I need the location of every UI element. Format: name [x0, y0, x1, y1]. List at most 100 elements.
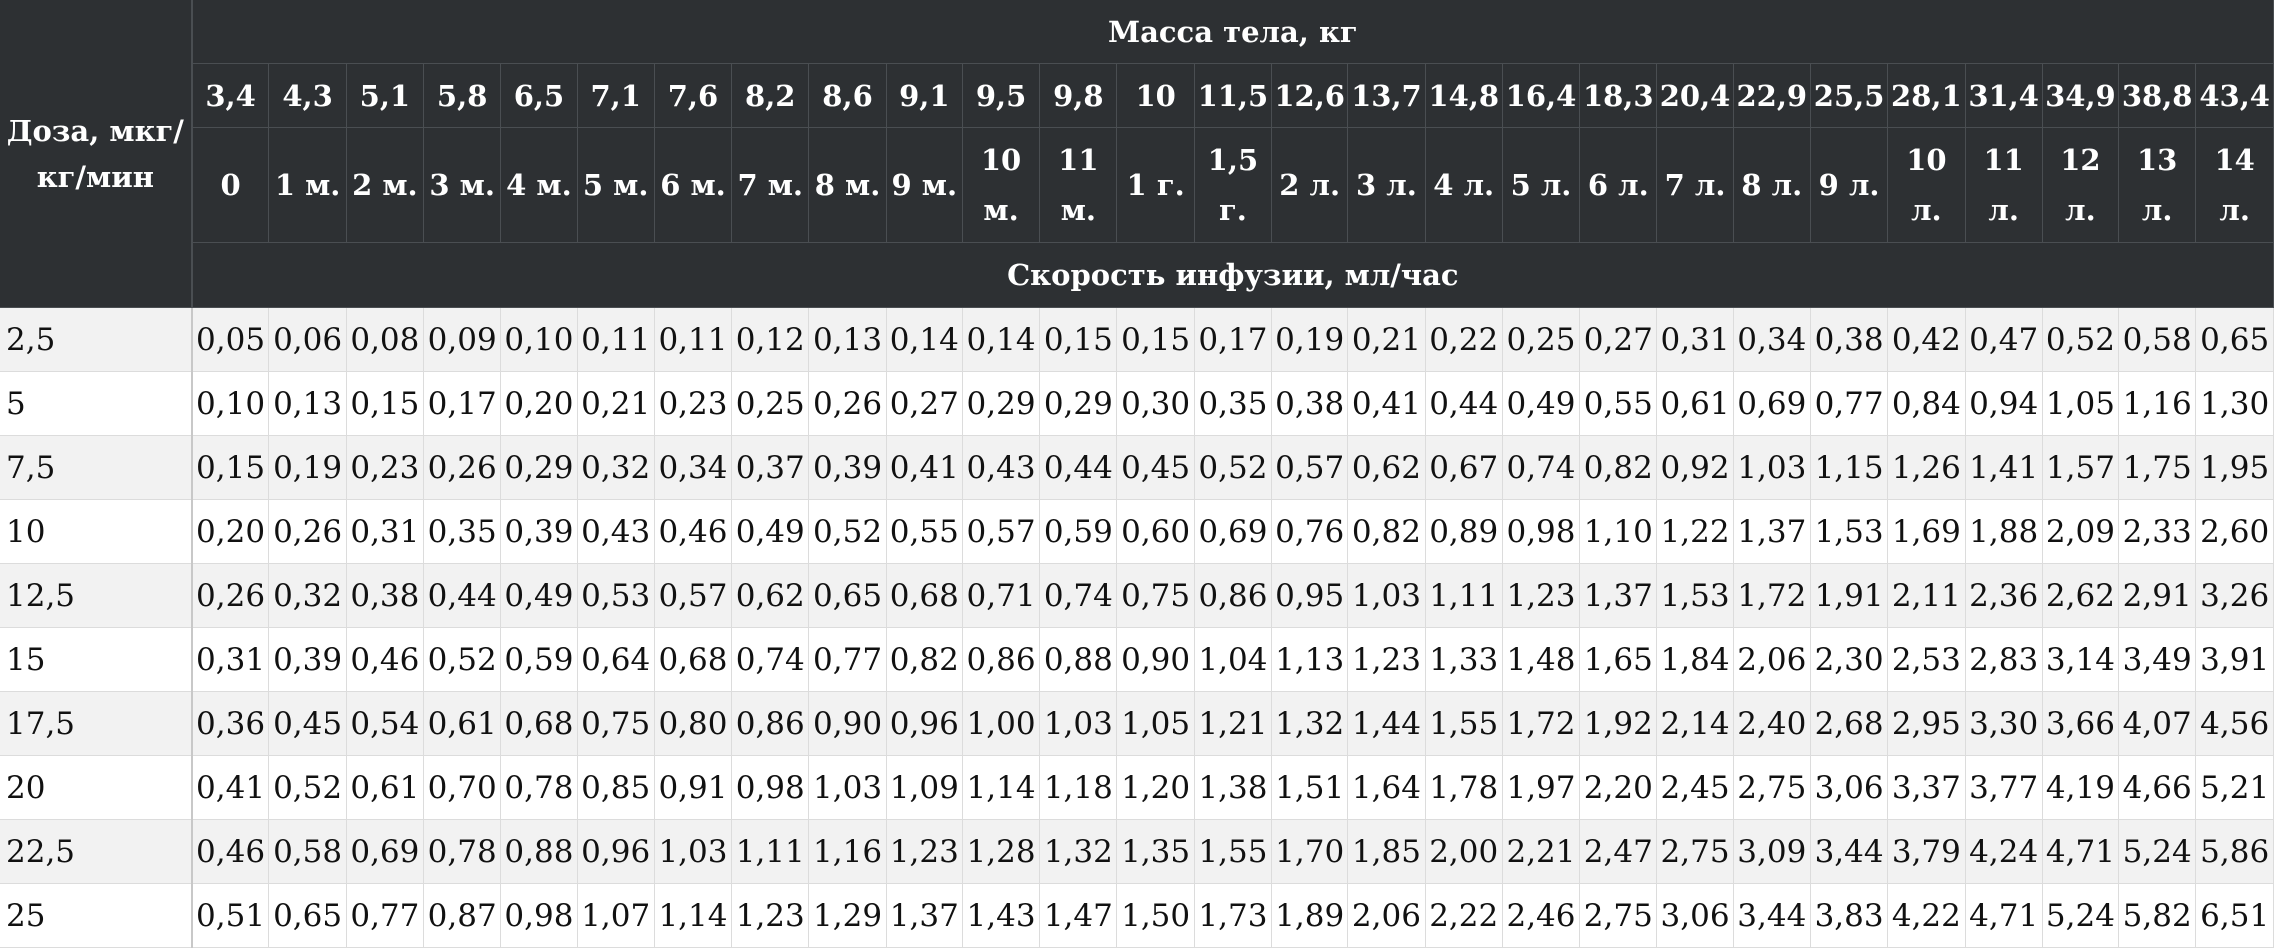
rate-cell: 5,24	[2042, 883, 2120, 948]
age-header-cell: 9 л.	[1810, 127, 1889, 243]
table-body: 2,5 0,05 0,06 0,08 0,09 0,10 0,11 0,11 0,12 0,13 0…	[0, 307, 2274, 948]
age-header-cell: 4 м.	[500, 127, 578, 243]
rate-cell: 0,17	[423, 371, 502, 436]
dose-cell: 2,5	[0, 307, 193, 372]
header-row-speed: Скорость инфузии, мл/час	[0, 242, 2274, 308]
rate-cell: 0,19	[268, 435, 347, 500]
rate-cell: 4,19	[2042, 755, 2120, 820]
rate-cell: 0,26	[268, 499, 347, 564]
rate-cell: 0,45	[268, 691, 347, 756]
rate-cell: 2,14	[1656, 691, 1734, 756]
rate-cell: 1,13	[1271, 627, 1349, 692]
rate-cell: 1,21	[1194, 691, 1273, 756]
rate-cell: 1,84	[1656, 627, 1734, 692]
rate-cell: 1,47	[1039, 883, 1118, 948]
rate-cell: 1,85	[1347, 819, 1426, 884]
rate-cell: 0,29	[1039, 371, 1118, 436]
rate-cell: 0,42	[1887, 307, 1966, 372]
rate-cell: 0,11	[577, 307, 655, 372]
rate-cell: 2,47	[1579, 819, 1658, 884]
age-header-cell: 11 м.	[1039, 127, 1118, 243]
rate-cell: 0,37	[731, 435, 810, 500]
rate-cell: 4,66	[2118, 755, 2197, 820]
rate-cell: 2,36	[1965, 563, 2043, 628]
rate-cell: 2,06	[1733, 627, 1811, 692]
rate-cell: 1,55	[1194, 819, 1273, 884]
rate-cell: 2,75	[1579, 883, 1658, 948]
rate-cell: 1,91	[1810, 563, 1889, 628]
rate-cell: 1,11	[731, 819, 810, 884]
rate-cell: 0,68	[886, 563, 963, 628]
rate-cell: 0,96	[577, 819, 655, 884]
rate-cell: 2,40	[1733, 691, 1811, 756]
rate-cell: 0,20	[500, 371, 578, 436]
weight-header-cell: 9,1	[886, 63, 963, 128]
table-row: 22,5 0,46 0,58 0,69 0,78 0,88 0,96 1,03 1,11 1,16…	[0, 819, 2274, 884]
rate-cell: 0,45	[1116, 435, 1195, 500]
rate-cell: 0,15	[1039, 307, 1118, 372]
rate-cell: 0,85	[577, 755, 655, 820]
rate-cell: 3,49	[2118, 627, 2197, 692]
weight-header-cell: 5,8	[423, 63, 502, 128]
rate-cell: 1,95	[2195, 435, 2274, 500]
rate-cell: 0,15	[346, 371, 425, 436]
rate-cell: 1,64	[1347, 755, 1426, 820]
rate-cell: 1,53	[1810, 499, 1889, 564]
rate-cell: 1,03	[1733, 435, 1811, 500]
rate-cell: 0,31	[1656, 307, 1734, 372]
rate-cell: 2,60	[2195, 499, 2274, 564]
rate-cell: 0,27	[886, 371, 963, 436]
rate-cell: 0,23	[654, 371, 733, 436]
rate-cell: 0,98	[731, 755, 810, 820]
rate-cell: 0,60	[1116, 499, 1195, 564]
rate-cell: 0,38	[346, 563, 425, 628]
speed-header: Скорость инфузии, мл/час	[191, 242, 2274, 308]
weight-header-cell: 10	[1116, 63, 1195, 128]
rate-cell: 0,76	[1271, 499, 1349, 564]
rate-cell: 0,38	[1810, 307, 1889, 372]
rate-cell: 0,25	[731, 371, 810, 436]
rate-cell: 1,10	[1579, 499, 1658, 564]
age-header-cell: 2 м.	[346, 127, 425, 243]
rate-cell: 1,16	[808, 819, 887, 884]
age-header-cell: 9 м.	[886, 127, 963, 243]
weight-header-cell: 13,7	[1347, 63, 1426, 128]
table-row: 12,5 0,26 0,32 0,38 0,44 0,49 0,53 0,57 0,62 0,65…	[0, 563, 2274, 628]
dose-cell: 10	[0, 499, 193, 564]
age-header-cell: 5 м.	[577, 127, 655, 243]
rate-cell: 0,46	[654, 499, 733, 564]
rate-cell: 0,14	[962, 307, 1041, 372]
rate-cell: 0,87	[423, 883, 502, 948]
age-header-cell: 6 м.	[654, 127, 733, 243]
header-row-weights: 3,4 4,3 5,1 5,8 6,5 7,1 7,6 8,2 8,6 9,1 9,5 9,8 10 11…	[0, 63, 2274, 128]
rate-cell: 0,61	[346, 755, 425, 820]
rate-cell: 0,21	[577, 371, 655, 436]
rate-cell: 0,26	[191, 563, 270, 628]
rate-cell: 2,68	[1810, 691, 1889, 756]
rate-cell: 0,54	[346, 691, 425, 756]
rate-cell: 0,65	[2195, 307, 2274, 372]
table-row: 7,5 0,15 0,19 0,23 0,26 0,29 0,32 0,34 0,37 0,39 0…	[0, 435, 2274, 500]
rate-cell: 0,17	[1194, 307, 1273, 372]
rate-cell: 3,66	[2042, 691, 2120, 756]
rate-cell: 0,46	[191, 819, 270, 884]
weight-header-cell: 5,1	[346, 63, 425, 128]
rate-cell: 0,43	[577, 499, 655, 564]
rate-cell: 4,71	[2042, 819, 2120, 884]
rate-cell: 0,57	[962, 499, 1041, 564]
rate-cell: 0,61	[1656, 371, 1734, 436]
rate-cell: 3,79	[1887, 819, 1966, 884]
rate-cell: 0,69	[1733, 371, 1811, 436]
dose-cell: 15	[0, 627, 193, 692]
rate-cell: 0,78	[500, 755, 578, 820]
dose-cell: 20	[0, 755, 193, 820]
rate-cell: 0,82	[1579, 435, 1658, 500]
rate-cell: 1,23	[1347, 627, 1426, 692]
rate-cell: 1,43	[962, 883, 1041, 948]
rate-cell: 0,14	[886, 307, 963, 372]
weight-header-cell: 25,5	[1810, 63, 1889, 128]
rate-cell: 1,32	[1271, 691, 1349, 756]
weight-header-cell: 20,4	[1656, 63, 1734, 128]
